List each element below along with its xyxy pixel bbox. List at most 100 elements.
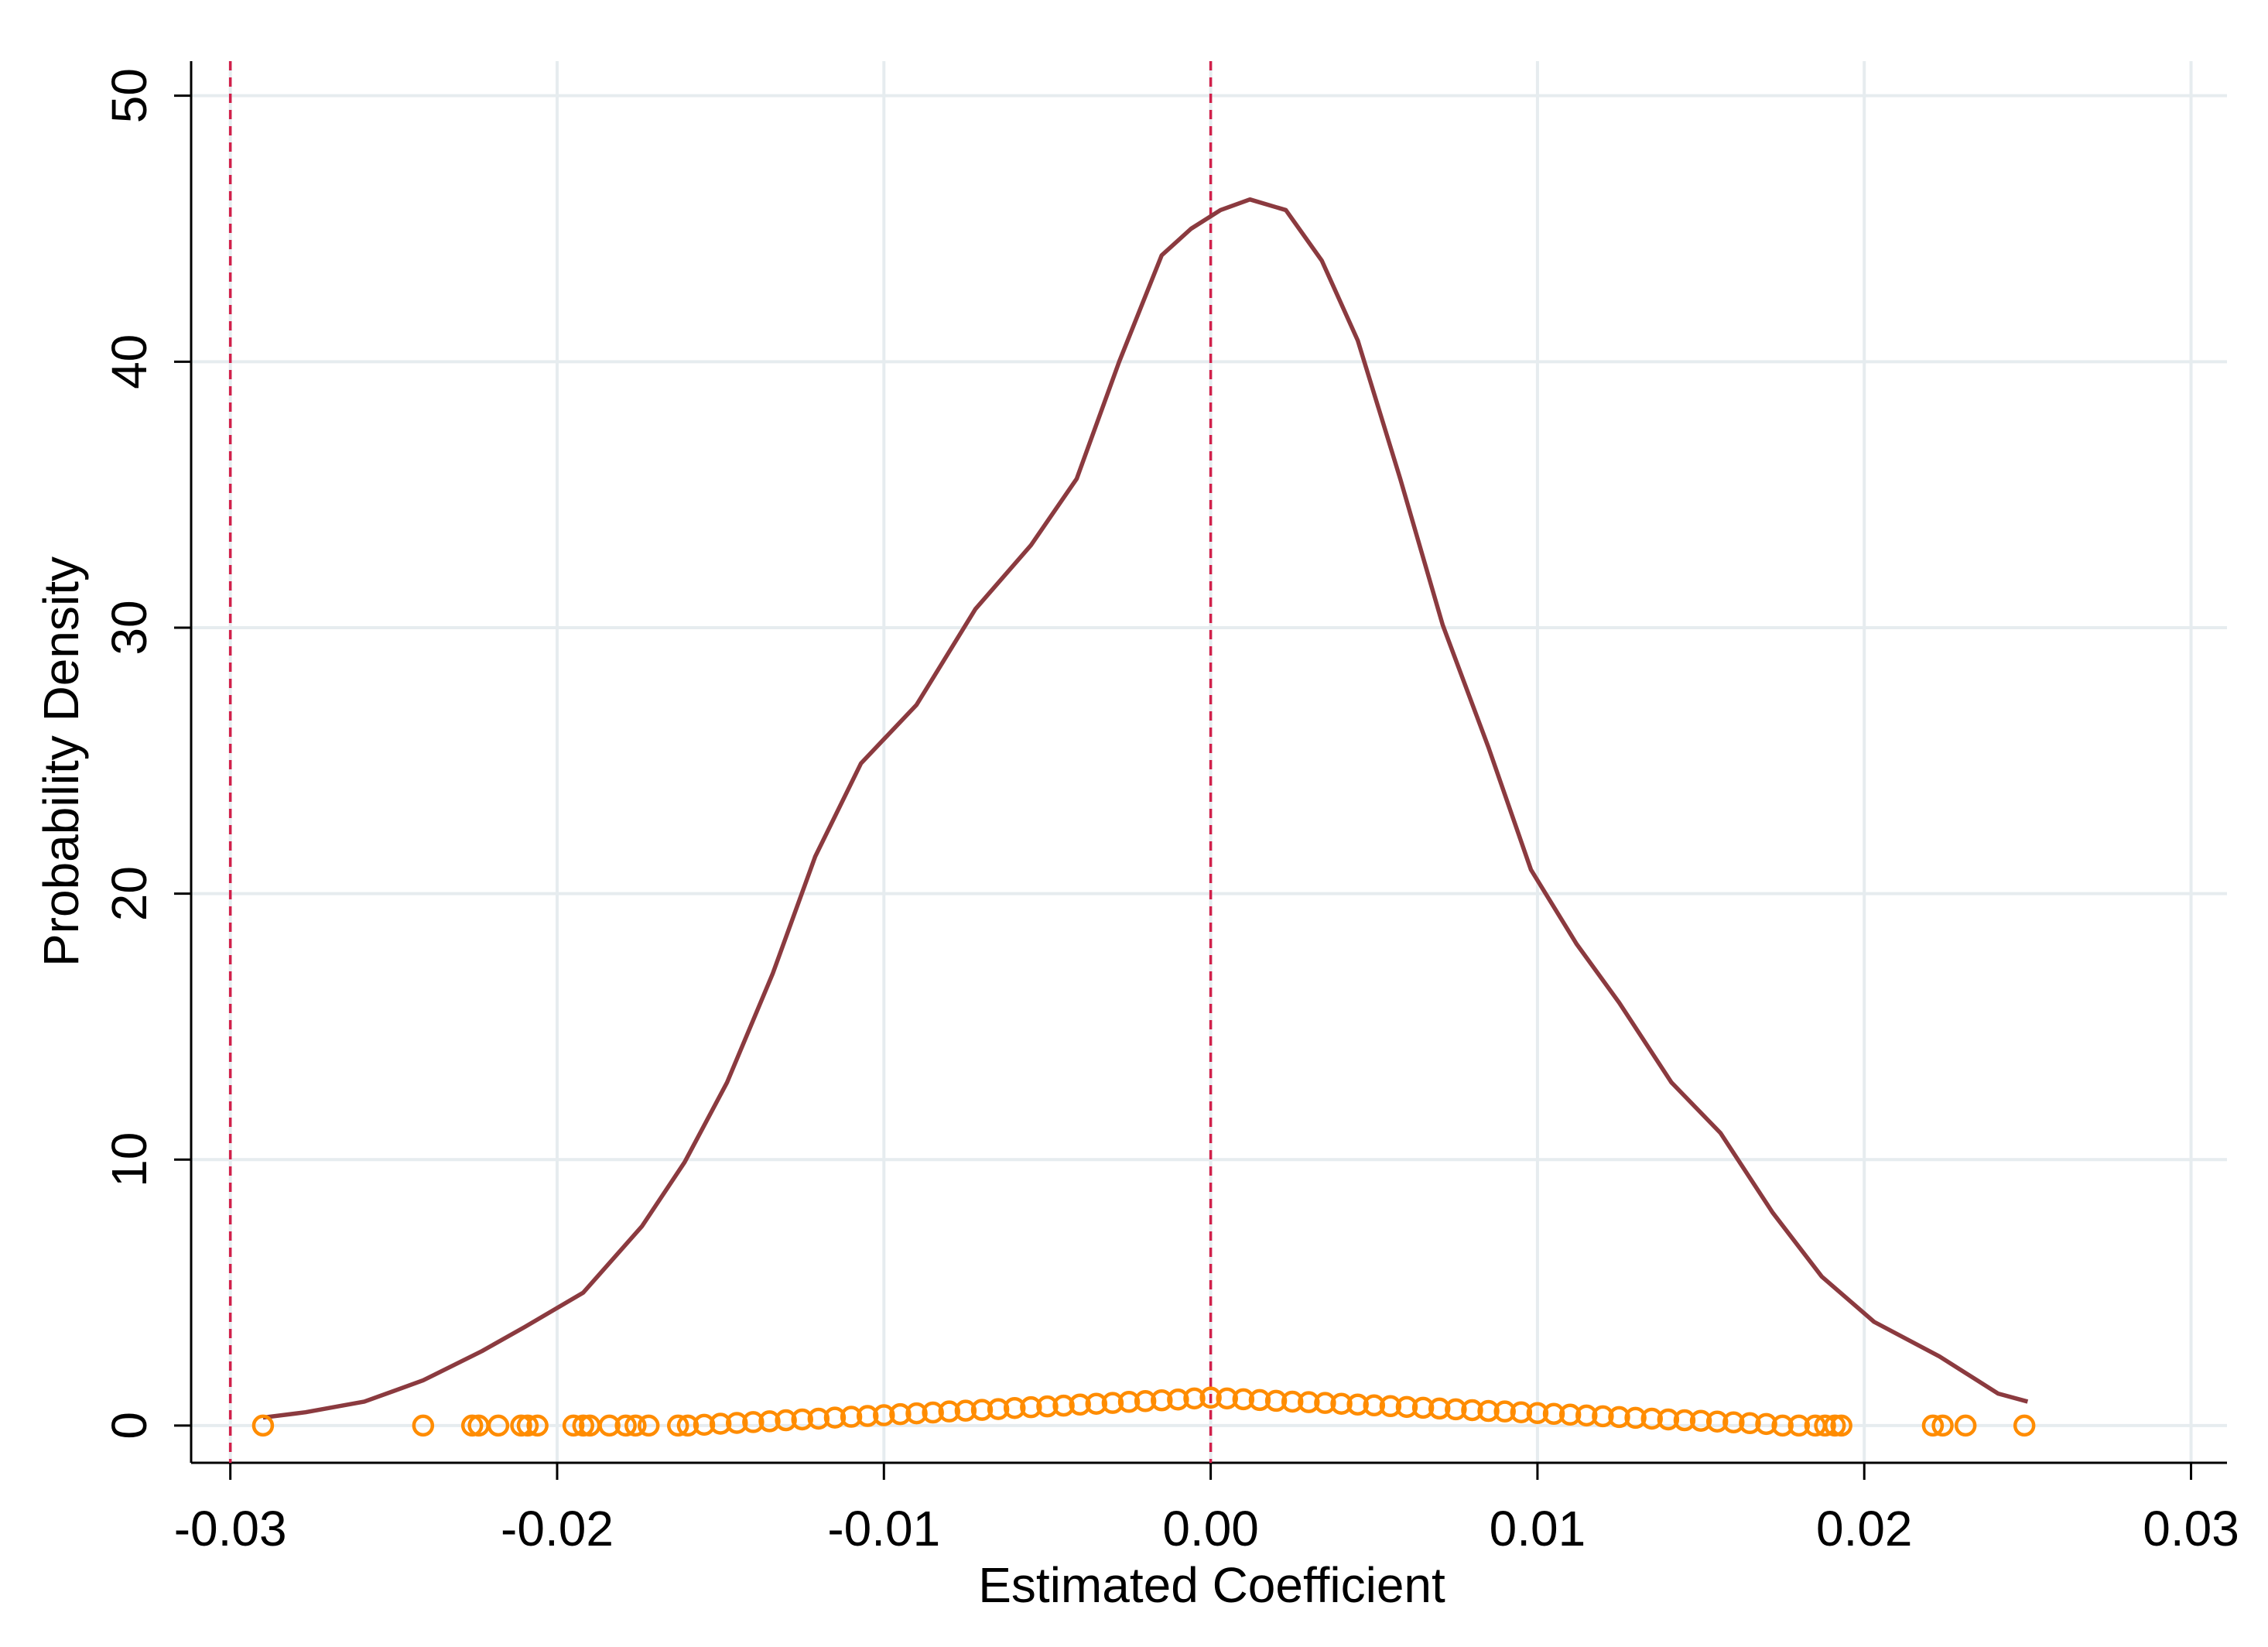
scatter-point	[1705, 1410, 1729, 1433]
scatter-point	[1281, 1390, 1304, 1413]
scatter-point	[726, 1412, 748, 1434]
scatter-point	[1592, 1405, 1614, 1428]
scatter-point	[922, 1401, 944, 1424]
scatter-point	[510, 1414, 532, 1437]
scatter-point	[1814, 1414, 1836, 1437]
scatter-point	[487, 1414, 510, 1437]
scatter-point	[1167, 1388, 1189, 1411]
scatter-point	[1363, 1394, 1386, 1417]
scatter-point	[970, 1399, 994, 1421]
scatter-point	[1823, 1414, 1846, 1437]
scatter-point	[572, 1414, 595, 1437]
scatter-point	[758, 1410, 781, 1433]
x-tick-label: -0.02	[501, 1501, 614, 1556]
y-tick-label: 0	[101, 1412, 157, 1440]
scatter-point	[1755, 1412, 1777, 1436]
scatter-point	[856, 1405, 879, 1427]
scatter-point	[412, 1414, 435, 1437]
scatter-point	[516, 1414, 539, 1437]
y-tick-label: 10	[101, 1132, 157, 1187]
scatter-point	[1314, 1392, 1336, 1414]
scatter-point	[1395, 1395, 1418, 1419]
scatter-point	[676, 1414, 700, 1437]
scatter-point	[1020, 1395, 1042, 1419]
scatter-point	[840, 1406, 863, 1428]
scatter-point	[1931, 1414, 1954, 1437]
scatter-point	[693, 1413, 716, 1436]
scatter-point	[1526, 1402, 1549, 1424]
scatter-point	[905, 1402, 928, 1425]
scatter-point	[666, 1414, 689, 1437]
scatter-point	[1264, 1389, 1288, 1412]
x-tick-label: 0.03	[2143, 1501, 2239, 1556]
scatter-point	[1003, 1396, 1026, 1419]
scatter-point	[1640, 1407, 1663, 1430]
scatter-point	[526, 1414, 549, 1437]
scatter-point	[1069, 1393, 1091, 1416]
y-tick-label: 30	[101, 600, 157, 655]
scatter-point	[1624, 1406, 1647, 1430]
scatter-point	[1477, 1399, 1500, 1423]
scatter-point	[938, 1400, 961, 1423]
scatter-point	[1921, 1414, 1945, 1437]
scatter-point	[742, 1411, 765, 1433]
scatter-point	[873, 1404, 895, 1426]
scatter-point	[1510, 1401, 1533, 1423]
scatter-point	[1036, 1395, 1059, 1418]
x-tick-label: 0.00	[1162, 1501, 1259, 1556]
scatter-point	[1379, 1395, 1402, 1418]
scatter-point	[1608, 1406, 1630, 1429]
scatter-point	[1493, 1400, 1516, 1423]
scatter-point	[1787, 1414, 1811, 1437]
scatter-point	[807, 1407, 830, 1430]
scatter-point	[1346, 1393, 1369, 1416]
y-tick-label: 20	[101, 866, 157, 921]
x-tick-label: 0.02	[1816, 1501, 1913, 1556]
scatter-point	[1101, 1392, 1124, 1414]
x-tick-label: -0.01	[827, 1501, 940, 1556]
scatter-point	[791, 1408, 813, 1431]
scatter-point	[954, 1399, 977, 1422]
scatter-point	[1117, 1391, 1141, 1413]
scatter-point	[1771, 1414, 1794, 1437]
scatter-point	[460, 1414, 484, 1437]
scatter-point	[562, 1414, 585, 1437]
scatter-point	[1657, 1408, 1680, 1431]
scatter-point	[251, 1414, 275, 1437]
density-line	[262, 197, 2029, 1420]
scatter-point	[624, 1414, 647, 1437]
scatter-point	[1739, 1412, 1761, 1435]
scatter-point	[1461, 1399, 1483, 1422]
scatter-point	[709, 1412, 732, 1435]
scatter-point	[2013, 1414, 2036, 1437]
scatter-point	[1558, 1403, 1582, 1426]
scatter-point	[637, 1414, 660, 1437]
scatter-point	[1428, 1397, 1451, 1420]
scatter-point	[614, 1414, 637, 1437]
scatter-point	[987, 1398, 1010, 1420]
scatter-point	[1954, 1414, 1977, 1437]
scatter-point	[775, 1409, 797, 1432]
scatter-point	[1134, 1390, 1157, 1412]
scatter-point	[1722, 1411, 1745, 1434]
scatter-point	[1183, 1387, 1206, 1410]
scatter-point	[1411, 1396, 1435, 1419]
scatter-point	[1216, 1387, 1238, 1410]
scatter-point	[1575, 1404, 1598, 1427]
x-tick-label: 0.01	[1490, 1501, 1586, 1556]
y-tick-label: 40	[101, 334, 157, 389]
x-axis-label: Estimated Coefficient	[978, 1557, 1445, 1613]
scatter-point	[1199, 1386, 1222, 1409]
scatter-point	[1673, 1409, 1696, 1432]
scatter-point	[1298, 1391, 1320, 1413]
x-tick-label: -0.03	[174, 1501, 287, 1556]
scatter-point	[1830, 1414, 1852, 1437]
y-tick-label: 50	[101, 68, 157, 123]
scatter-point	[889, 1402, 912, 1426]
scatter-point	[598, 1414, 621, 1437]
scatter-point	[1052, 1394, 1075, 1417]
scatter-point	[1689, 1409, 1712, 1432]
